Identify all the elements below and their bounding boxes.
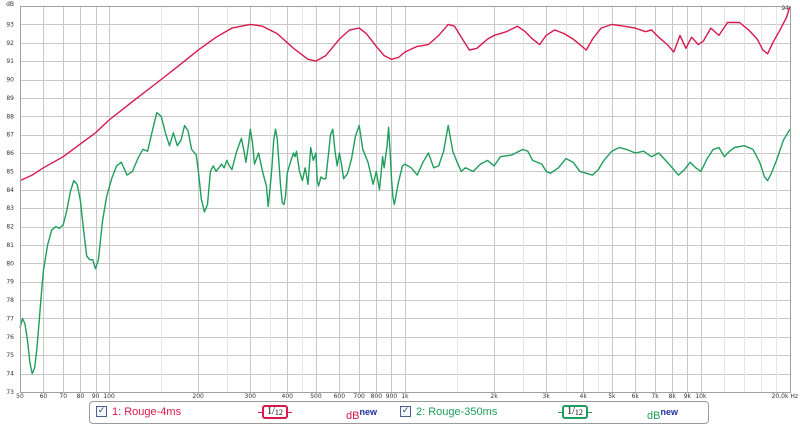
x-tick-label: 500: [310, 393, 322, 400]
x-tick-label: 700: [353, 393, 365, 400]
y-tick-label: 89: [6, 95, 14, 102]
db-new-badge: new: [660, 407, 678, 417]
x-tick-label: 7k: [651, 393, 659, 400]
chart-legend: ✓ 1: Rouge-4ms 1/12 dBnew ✓ 2: Rouge-350…: [89, 401, 709, 424]
y-tick-label: 75: [6, 352, 14, 359]
series-1-db-button[interactable]: dBnew: [346, 406, 377, 422]
x-tick-label: 9k: [684, 393, 692, 400]
x-tick-label: 80: [77, 393, 85, 400]
x-tick-label: 100: [103, 393, 115, 400]
x-tick-label: 10k: [695, 393, 707, 400]
y-tick-label: 86: [6, 150, 14, 157]
x-tick-label: 400: [282, 393, 294, 400]
smoothing-box: 1/12: [262, 405, 288, 419]
y-tick-label: 74: [6, 371, 14, 378]
y-tick-label: 84: [6, 187, 14, 194]
series-1-smoothing[interactable]: 1/12: [258, 405, 292, 419]
x-tick-label: 3k: [543, 393, 551, 400]
series-2-label: 2: Rouge-350ms: [416, 406, 498, 418]
x-tick-label: 90: [92, 393, 100, 400]
series-2-smoothing[interactable]: 1/12: [558, 405, 592, 419]
plot-frame: [20, 6, 791, 393]
x-tick-label: 20,0k Hz: [772, 393, 798, 400]
x-tick-label: 600: [334, 393, 346, 400]
y-tick-label: 88: [6, 113, 14, 120]
frequency-response-chart: 73 74 75 76 77 78 79 80 81 82 83 84 85 86 87 88 89 90 91 92…: [6, 1, 798, 400]
y-tick-label: 79: [6, 279, 14, 286]
chart-series: [19, 5, 791, 375]
y-tick-label: 94: [781, 5, 789, 12]
x-axis-ticks: 50 60 70 80 90 100 200 300 400 500 600 700 800 900 1k 2…: [16, 393, 798, 400]
db-new-badge: new: [359, 407, 377, 417]
y-tick-label: 83: [6, 205, 14, 212]
series-1-line: [19, 5, 791, 182]
y-tick-label: 85: [6, 168, 14, 175]
db-label: dB: [346, 410, 360, 422]
series-1-checkbox[interactable]: ✓: [96, 406, 107, 417]
x-tick-label: 60: [40, 393, 48, 400]
y-tick-label: 77: [6, 315, 14, 322]
smoothing-denominator: 12: [574, 408, 583, 417]
y-tick-label: 91: [6, 58, 14, 65]
y-axis-unit-label: dB: [6, 1, 14, 8]
x-tick-label: 200: [192, 393, 204, 400]
y-tick-label: 76: [6, 334, 14, 341]
y-tick-label: 73: [6, 389, 14, 396]
smoothing-denominator: 12: [274, 408, 283, 417]
y-tick-label: 93: [6, 21, 14, 28]
x-tick-label: 5k: [608, 393, 616, 400]
y-axis-ticks: 73 74 75 76 77 78 79 80 81 82 83 84 85 86 87 88 89 90 91 92…: [6, 1, 789, 396]
x-tick-label: 70: [59, 393, 67, 400]
smoothing-numerator: 1: [567, 406, 573, 417]
y-tick-label: 87: [6, 132, 14, 139]
series-1-label: 1: Rouge-4ms: [112, 406, 182, 418]
y-tick-label: 90: [6, 77, 14, 84]
x-tick-label: 900: [386, 393, 398, 400]
series-2-db-button[interactable]: dBnew: [647, 406, 678, 422]
series-2-checkbox[interactable]: ✓: [400, 406, 411, 417]
y-tick-label: 81: [6, 242, 14, 249]
y-tick-label: 82: [6, 224, 14, 231]
y-tick-label: 78: [6, 297, 14, 304]
x-tick-label: 50: [16, 393, 24, 400]
x-tick-label: 4k: [580, 393, 588, 400]
x-tick-label: 8k: [669, 393, 677, 400]
x-tick-label: 6k: [632, 393, 640, 400]
db-label: dB: [647, 410, 661, 422]
x-tick-label: 300: [245, 393, 257, 400]
x-tick-label: 1k: [401, 393, 409, 400]
legend-entry-1: ✓ 1: Rouge-4ms 1/12 dBnew: [96, 405, 386, 422]
y-tick-label: 80: [6, 260, 14, 267]
smoothing-box: 1/12: [562, 405, 588, 419]
series-2-line: [19, 111, 791, 375]
x-tick-label: 800: [371, 393, 383, 400]
smoothing-numerator: 1: [267, 406, 273, 417]
y-tick-label: 92: [6, 40, 14, 47]
x-tick-label: 2k: [490, 393, 498, 400]
legend-entry-2: ✓ 2: Rouge-350ms 1/12 dBnew: [400, 405, 700, 422]
